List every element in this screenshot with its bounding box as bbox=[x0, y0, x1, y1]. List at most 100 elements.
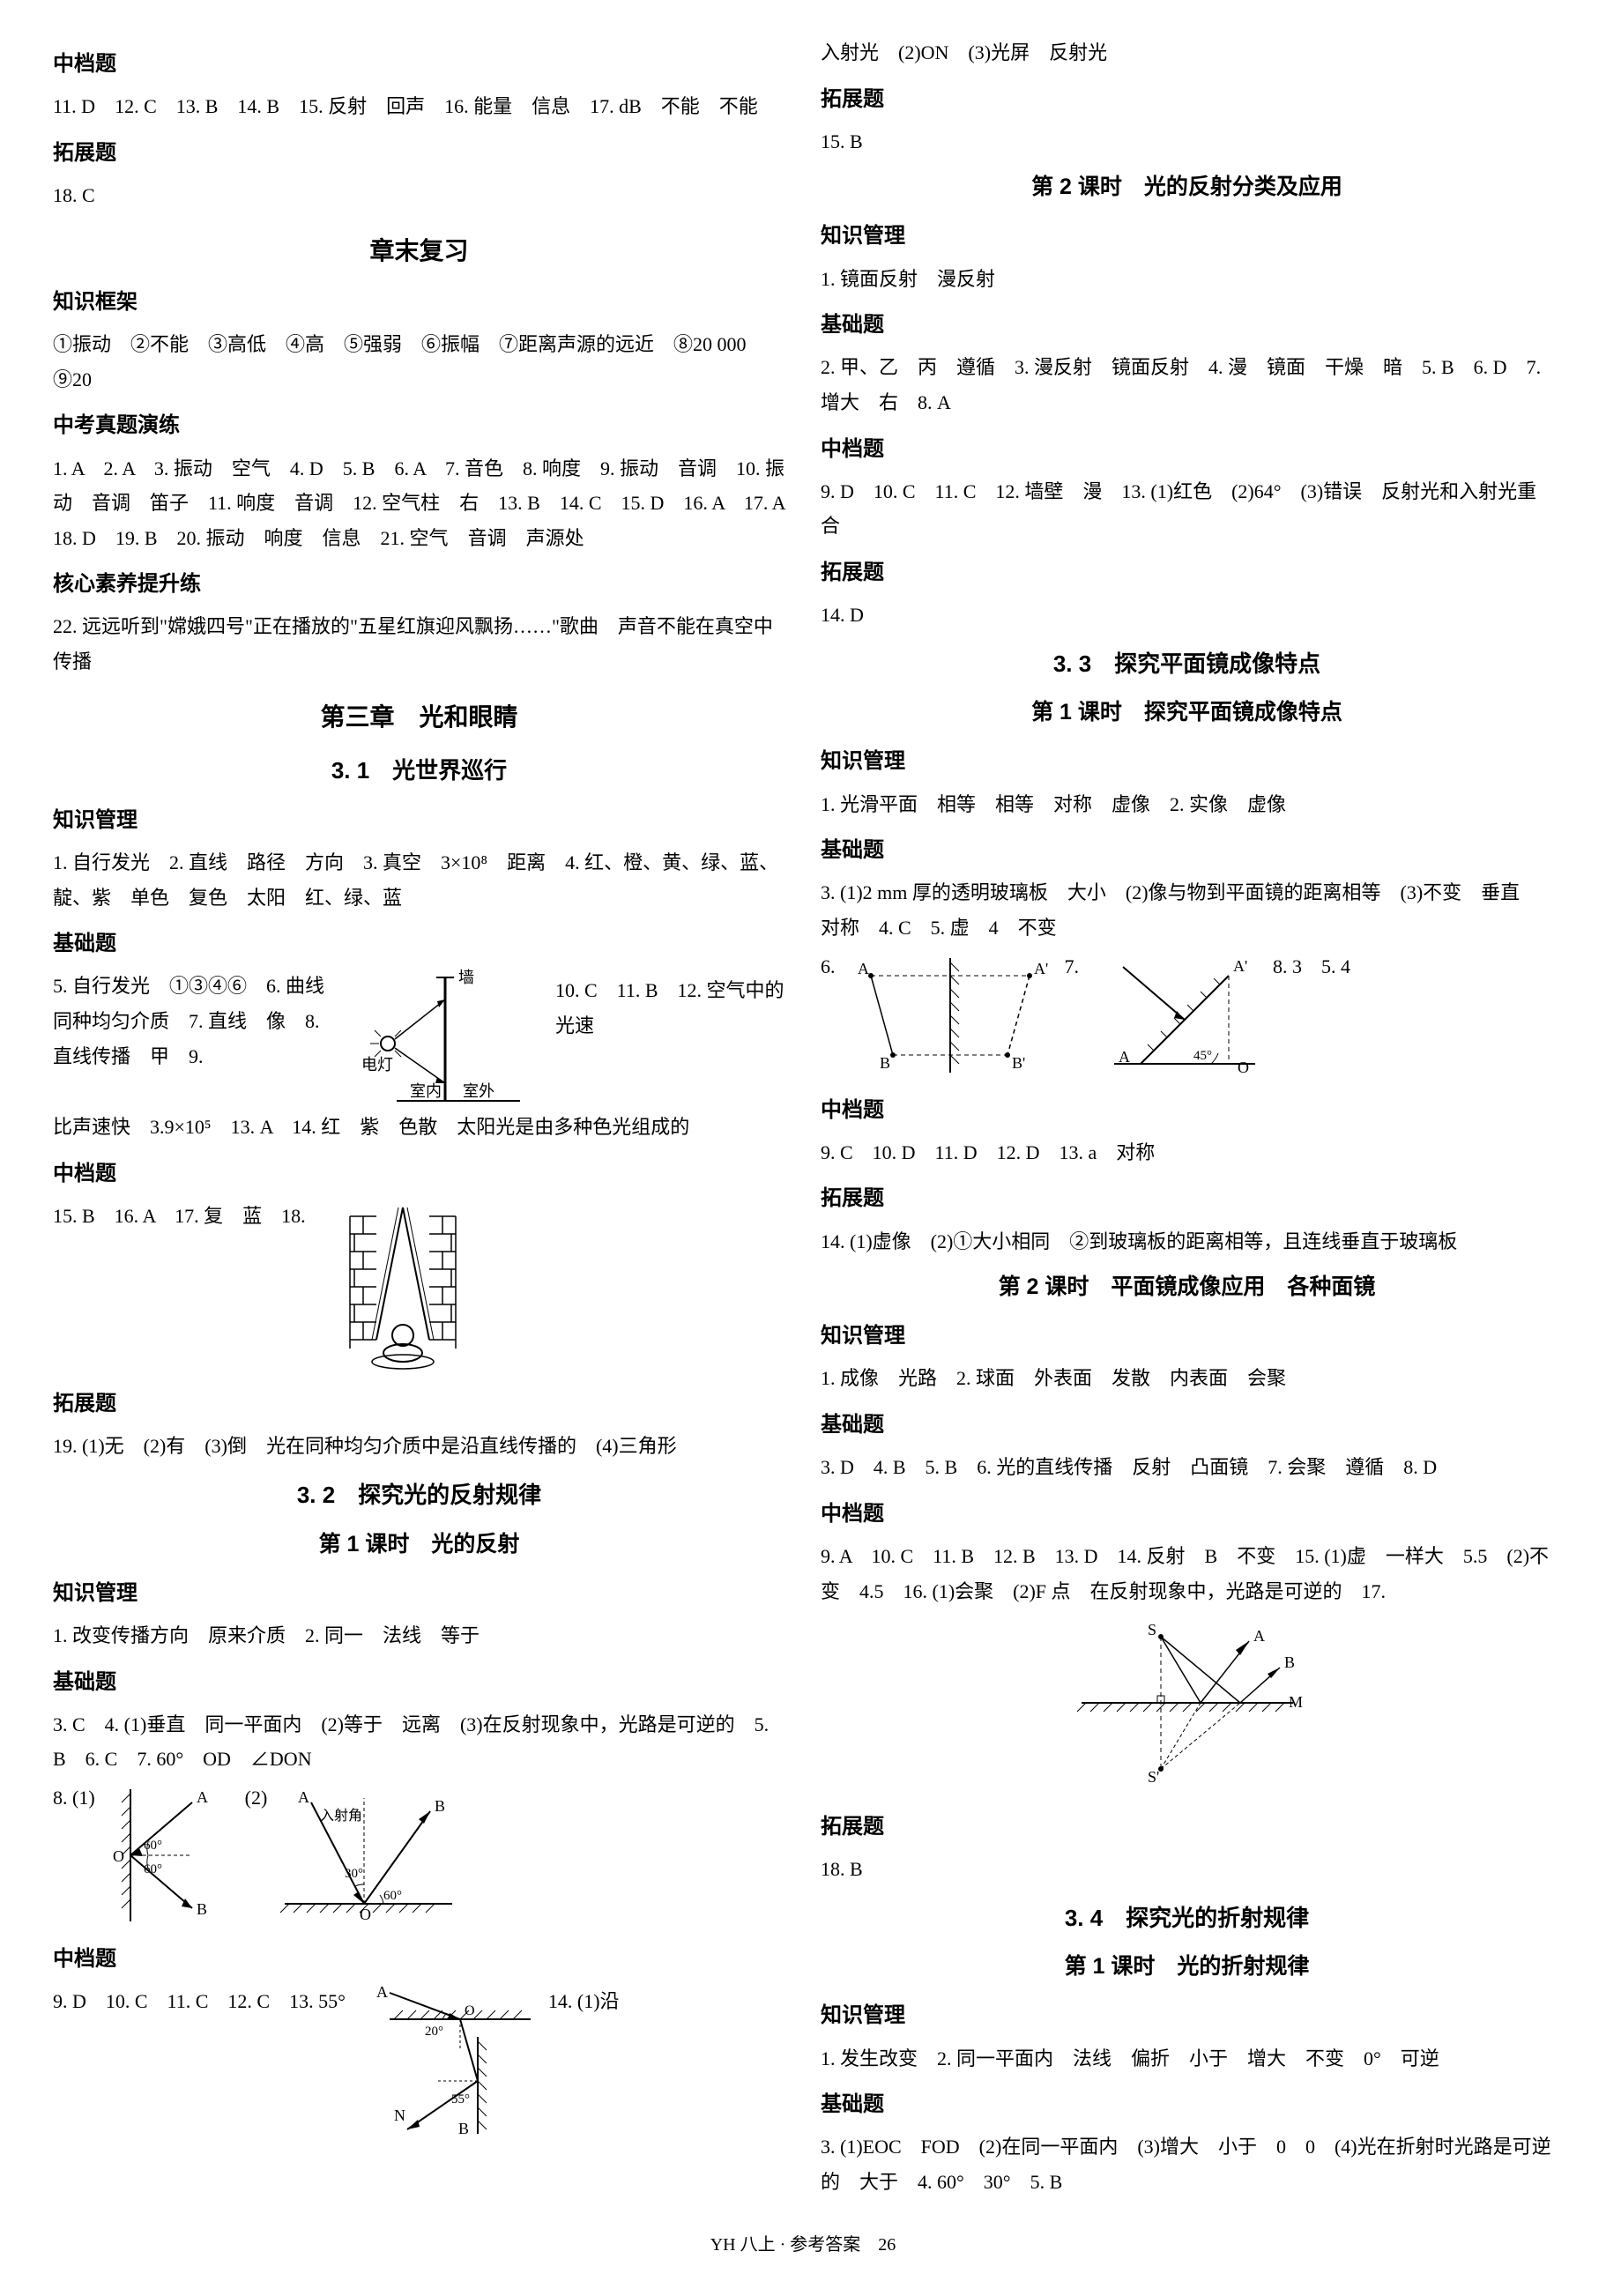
heading-base: 基础题 bbox=[53, 1664, 785, 1702]
heading-km: 知识管理 bbox=[821, 743, 1553, 781]
heading-km: 知识管理 bbox=[821, 1318, 1553, 1356]
answers: 1. A 2. A 3. 振动 空气 4. D 5. B 6. A 7. 音色 … bbox=[53, 451, 785, 556]
label-60: 60° bbox=[144, 1862, 162, 1876]
label-wall: 墙 bbox=[458, 969, 474, 986]
heading-ext: 拓展题 bbox=[821, 81, 1553, 119]
label-B: B bbox=[435, 1797, 445, 1815]
right-column: 入射光 (2)ON (3)光屏 反射光 拓展题 15. B 第 2 课时 光的反… bbox=[821, 35, 1553, 2203]
chapter-review-title: 章末复习 bbox=[53, 229, 785, 273]
answers: 1. 镜面反射 漫反射 bbox=[821, 262, 1553, 297]
chapter-3-title: 第三章 光和眼睛 bbox=[53, 695, 785, 739]
answers: 11. D 12. C 13. B 14. B 15. 反射 回声 16. 能量… bbox=[53, 89, 785, 124]
answers: 10. C 11. B 12. 空气中的光速 bbox=[555, 969, 785, 1043]
label-O: O bbox=[465, 2003, 475, 2018]
label-incident-angle: 入射角 bbox=[320, 1808, 362, 1824]
section-3-3-title: 3. 3 探究平面镜成像特点 bbox=[821, 643, 1553, 685]
label-A: A bbox=[1253, 1627, 1265, 1645]
row-q6-7-diagrams: 6. A B A' B' 7 bbox=[821, 949, 1553, 1081]
heading-ext: 拓展题 bbox=[821, 1809, 1553, 1846]
label-A: A bbox=[197, 1788, 208, 1806]
page-footer: YH 八上 · 参考答案 26 bbox=[53, 2229, 1553, 2261]
diagram-wall-lamp: 墙 电灯 室内 室外 bbox=[344, 969, 546, 1110]
answers: 9. A 10. C 11. B 12. B 13. D 14. 反射 B 不变… bbox=[821, 1539, 1553, 1609]
diagram-corner-reflection: A O 20° 55° B N bbox=[354, 1984, 539, 2143]
answers: 3. (1)EOC FOD (2)在同一平面内 (3)增大 小于 0 0 (4)… bbox=[821, 2129, 1553, 2199]
answers: 14. D bbox=[821, 598, 1553, 633]
label-O: O bbox=[360, 1906, 371, 1923]
heading-mid: 中档题 bbox=[821, 431, 1553, 469]
answers: 3. (1)2 mm 厚的透明玻璃板 大小 (2)像与物到平面镜的距离相等 (3… bbox=[821, 875, 1553, 945]
label-N: N bbox=[394, 2107, 405, 2124]
answers: 15. B 16. A 17. 复 蓝 18. bbox=[53, 1199, 306, 1234]
heading-frame: 知识框架 bbox=[53, 284, 785, 322]
label-45: 45° bbox=[1193, 1049, 1212, 1063]
label-O: O bbox=[1238, 1059, 1249, 1076]
heading-ext: 拓展题 bbox=[821, 554, 1553, 592]
label-30: 30° bbox=[345, 1867, 363, 1881]
label-outside: 室外 bbox=[463, 1082, 494, 1100]
label-B: B bbox=[1284, 1653, 1295, 1671]
heading-km: 知识管理 bbox=[821, 218, 1553, 256]
answers: 比声速快 3.9×10⁵ 13. A 14. 红 紫 色散 太阳光是由多种色光组… bbox=[53, 1110, 785, 1145]
row-q18-diagram: 15. B 16. A 17. 复 蓝 18. bbox=[53, 1199, 785, 1375]
answers: 15. B bbox=[821, 124, 1553, 160]
answers: 3. D 4. B 5. B 6. 光的直线传播 反射 凸面镜 7. 会聚 遵循… bbox=[821, 1450, 1553, 1485]
label-B: B bbox=[458, 2120, 469, 2137]
heading-core: 核心素养提升练 bbox=[53, 566, 785, 604]
label-Bprime: B' bbox=[1012, 1054, 1025, 1072]
answers: 1. 成像 光路 2. 球面 外表面 发散 内表面 会聚 bbox=[821, 1361, 1553, 1396]
q8-1-label: 8. (1) bbox=[53, 1780, 95, 1816]
section-3-2-title: 3. 2 探究光的反射规律 bbox=[53, 1475, 785, 1516]
q6-label: 6. bbox=[821, 949, 836, 985]
label-O: O bbox=[113, 1847, 124, 1865]
row-q8-diagrams: 8. (1) A bbox=[53, 1780, 785, 1930]
label-B: B bbox=[197, 1900, 207, 1918]
label-B: B bbox=[880, 1054, 890, 1072]
lesson-3-2-1-title: 第 1 课时 光的反射 bbox=[53, 1525, 785, 1564]
label-20: 20° bbox=[425, 2025, 443, 2039]
heading-mid: 中档题 bbox=[53, 1155, 785, 1193]
q7-label: 7. bbox=[1065, 949, 1080, 985]
lesson-3-3-2-title: 第 2 课时 平面镜成像应用 各种面镜 bbox=[821, 1267, 1553, 1307]
left-column: 中档题 11. D 12. C 13. B 14. B 15. 反射 回声 16… bbox=[53, 35, 785, 2203]
answers: 19. (1)无 (2)有 (3)倒 光在同种均匀介质中是沿直线传播的 (4)三… bbox=[53, 1429, 785, 1464]
q8-2-label: (2) bbox=[245, 1780, 268, 1816]
heading-mid: 中档题 bbox=[53, 46, 785, 84]
diagram-45-mirror: A O A' 45° bbox=[1088, 949, 1264, 1081]
label-inside: 室内 bbox=[410, 1082, 442, 1100]
answers: 22. 远远听到"嫦娥四号"正在播放的"五星红旗迎风飘扬……"歌曲 声音不能在真… bbox=[53, 609, 785, 679]
diagram-reflection-2: A 入射角 B 30° 60° O bbox=[276, 1780, 461, 1930]
heading-exam: 中考真题演练 bbox=[53, 407, 785, 445]
answers: 入射光 (2)ON (3)光屏 反射光 bbox=[821, 35, 1553, 71]
answers: 5. 自行发光 ①③④⑥ 6. 曲线 同种均匀介质 7. 直线 像 8. 直线传… bbox=[53, 969, 335, 1074]
label-A: A bbox=[376, 1984, 388, 2001]
lesson-3-2-2-title: 第 2 课时 光的反射分类及应用 bbox=[821, 167, 1553, 207]
label-A: A bbox=[298, 1788, 309, 1806]
label-60: 60° bbox=[144, 1839, 162, 1853]
heading-base: 基础题 bbox=[821, 832, 1553, 870]
row-q9-diagram: 5. 自行发光 ①③④⑥ 6. 曲线 同种均匀介质 7. 直线 像 8. 直线传… bbox=[53, 969, 785, 1110]
answers: 3. C 4. (1)垂直 同一平面内 (2)等于 远离 (3)在反射现象中，光… bbox=[53, 1707, 785, 1777]
diagram-brick-figure bbox=[315, 1199, 491, 1375]
row-q17-diagram: 9. A 10. C 11. B 12. B 13. D 14. 反射 B 不变… bbox=[821, 1539, 1553, 1612]
answers: 1. 改变传播方向 原来介质 2. 同一 法线 等于 bbox=[53, 1618, 785, 1653]
diagram-s-sprime: S S' A B M bbox=[1064, 1619, 1311, 1787]
label-Aprime: A' bbox=[1034, 960, 1048, 977]
label-60: 60° bbox=[383, 1889, 402, 1903]
heading-base: 基础题 bbox=[821, 1407, 1553, 1445]
answers: 14. (1)沿 bbox=[548, 1984, 620, 2019]
heading-ext: 拓展题 bbox=[53, 1386, 785, 1423]
heading-mid: 中档题 bbox=[53, 1941, 785, 1979]
heading-km: 知识管理 bbox=[821, 1997, 1553, 2035]
heading-ext: 拓展题 bbox=[821, 1180, 1553, 1218]
answers: 9. D 10. C 11. C 12. 墙壁 漫 13. (1)红色 (2)6… bbox=[821, 474, 1553, 544]
answers: 2. 甲、乙 丙 遵循 3. 漫反射 镜面反射 4. 漫 镜面 干燥 暗 5. … bbox=[821, 350, 1553, 420]
row-q13-diagram: 9. D 10. C 11. C 12. C 13. 55° A O 20° bbox=[53, 1984, 785, 2143]
section-3-4-title: 3. 4 探究光的折射规律 bbox=[821, 1898, 1553, 1939]
heading-base: 基础题 bbox=[53, 925, 785, 963]
q8-answer: 8. 3 5. 4 bbox=[1273, 949, 1350, 985]
heading-mid: 中档题 bbox=[821, 1496, 1553, 1534]
answers: 9. D 10. C 11. C 12. C 13. 55° bbox=[53, 1984, 346, 2019]
lesson-3-3-1-title: 第 1 课时 探究平面镜成像特点 bbox=[821, 693, 1553, 732]
heading-base: 基础题 bbox=[821, 2086, 1553, 2124]
